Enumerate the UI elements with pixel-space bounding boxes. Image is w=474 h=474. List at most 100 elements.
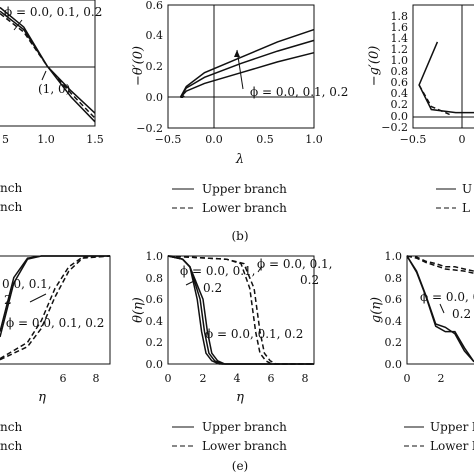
- panel-b-series-line-1: [179, 39, 315, 98]
- panel-c-ytick: 0.8: [391, 65, 409, 78]
- panel-d-legend-lower: nch: [0, 439, 22, 453]
- panel-d-annotation-arrow: [29, 293, 47, 303]
- panel-f-ytick: 0.6: [385, 293, 403, 306]
- panel-f-series-line-3: [406, 255, 474, 275]
- panel-b-label: (b): [231, 229, 248, 243]
- panel-b-series-line-3: [180, 95, 185, 99]
- panel-e-xtick: 0: [165, 372, 172, 385]
- panel-e-legend-lower: Lower branch: [202, 439, 287, 453]
- panel-c-ytick: 1.6: [391, 21, 409, 34]
- panel-a-legend: nch nch: [0, 181, 22, 214]
- panel-c-ytick: 1.8: [391, 10, 409, 23]
- panel-b-ytick: 0.6: [146, 0, 164, 12]
- panel-f-series: [406, 255, 474, 363]
- panel-d-frame: [0, 255, 111, 365]
- panel-e-series-line-4: [167, 255, 314, 365]
- panel-e-xtick: 8: [302, 372, 309, 385]
- panel-c-series-line-0: [418, 41, 474, 114]
- panel-f-annotation-line1: ϕ = 0.0, 0.1,: [420, 290, 474, 304]
- panel-a-legend-upper: nch: [0, 181, 22, 195]
- panel-a: ϕ = 0.0, 0.1, 0.2 (1, 0) 5 1.0 1.5 nch n…: [0, 0, 104, 214]
- panel-f-series-line-2: [406, 255, 474, 272]
- panel-f-legend-lower: Lower b: [430, 439, 474, 453]
- panel-e-series: [167, 255, 314, 365]
- panel-e-xtick: 4: [234, 372, 241, 385]
- panel-e-y-ticks: 1.0 0.8 0.6 0.4 0.2 0.0: [146, 250, 164, 371]
- panel-c-ytick: 0.0: [391, 110, 409, 123]
- panel-b-legend-upper: Upper branch: [202, 182, 287, 196]
- panel-b-phi-annotation: ϕ = 0.0, 0.1, 0.2: [250, 85, 348, 99]
- panel-d-xtick: 6: [60, 372, 67, 385]
- panel-a-series: [0, 6, 96, 123]
- panel-e-legend: Upper branch Lower branch: [172, 420, 287, 453]
- panel-b-xtick: 0.0: [205, 133, 223, 146]
- panel-c-xtick: 0: [459, 133, 466, 146]
- panel-f-ytick: 0.0: [385, 358, 403, 371]
- panel-d-legend: nch nch: [0, 420, 22, 453]
- panel-c-x-ticks: −0.5 0: [400, 133, 466, 146]
- panel-b-xtick: 0.5: [256, 133, 274, 146]
- panel-f-annotation-line2: 0.2: [452, 307, 471, 321]
- panel-b-y-ticks: 0.6 0.4 0.2 0.0 −0.2: [136, 0, 163, 135]
- panel-b-ytick: 0.4: [146, 29, 164, 42]
- panel-a-annotation-arrow: [13, 19, 23, 31]
- panel-f: 1.0 0.8 0.6 0.4 0.2 0.0 0 2 g(η) ϕ = 0.0…: [369, 250, 474, 453]
- panel-e-ytick: 0.8: [146, 272, 164, 285]
- panel-e: 1.0 0.8 0.6 0.4 0.2 0.0 0 2 4 6 8 η θ(η)…: [131, 250, 332, 473]
- panel-e-ytick: 0.4: [146, 315, 164, 328]
- panel-b-xtick: 1.0: [305, 133, 323, 146]
- panel-c-series-line-1: [418, 84, 450, 116]
- panel-d-annotation-line2: 2: [4, 293, 12, 307]
- panel-f-ytick: 1.0: [385, 250, 403, 263]
- panel-f-annotation-arrow: [439, 303, 445, 314]
- panel-d-x-axis-label: η: [38, 390, 46, 405]
- panel-a-xtick: 1.5: [86, 133, 104, 146]
- panel-f-xtick: 0: [404, 372, 411, 385]
- panel-e-label: (e): [232, 459, 248, 473]
- panel-d-annotation-line1: 0.0, 0.1,: [2, 277, 52, 291]
- panel-e-legend-upper: Upper branch: [202, 420, 287, 434]
- panel-a-series-line-2: [0, 13, 96, 119]
- panel-c-legend-lower: L: [462, 201, 470, 215]
- panel-a-x-ticks: 5 1.0 1.5: [2, 133, 104, 146]
- panel-a-xtick: 1.0: [37, 133, 55, 146]
- panel-a-xtick: 5: [2, 133, 9, 146]
- panel-d-xtick: 8: [93, 372, 100, 385]
- panel-e-series-line-3: [167, 255, 314, 365]
- panel-a-point-annotation: (1, 0): [38, 82, 70, 96]
- panel-c-series: [418, 41, 474, 116]
- panel-b-series: [179, 28, 315, 99]
- panel-c-xtick: −0.5: [400, 133, 427, 146]
- panel-a-legend-lower: nch: [0, 200, 22, 214]
- panel-b-xtick: −0.5: [155, 133, 182, 146]
- panel-a-series-line-0: [0, 10, 96, 114]
- panel-d-series-line-3: [0, 255, 111, 361]
- panel-b-x-axis-label: λ: [235, 152, 244, 167]
- panel-e-top-right-annotation-arrow: [257, 265, 263, 273]
- panel-f-legend-upper: Upper b: [430, 420, 474, 434]
- panel-b-series-line-2: [179, 51, 315, 98]
- panel-e-y-axis-label: θ(η): [131, 297, 146, 323]
- panel-e-ytick: 1.0: [146, 250, 164, 263]
- panel-e-top-right-annotation-line2: 0.2: [300, 273, 319, 287]
- panel-f-y-ticks: 1.0 0.8 0.6 0.4 0.2 0.0: [385, 250, 403, 371]
- panel-f-xtick: 2: [438, 372, 445, 385]
- panel-d-legend-upper: nch: [0, 420, 22, 434]
- panel-b-legend-lower: Lower branch: [202, 201, 287, 215]
- panel-b-arrowhead: [234, 50, 240, 57]
- panel-a-phi-annotation: ϕ = 0.0, 0.1, 0.2: [4, 5, 102, 19]
- panel-e-ytick: 0.0: [146, 358, 164, 371]
- panel-a-series-line-1: [0, 6, 96, 123]
- panel-c: 1.8 1.6 1.4 1.2 1.0 0.8 0.6 0.4 0.2 0.0 …: [367, 4, 474, 215]
- panel-e-top-right-annotation-line1: ϕ = 0.0, 0.1,: [257, 257, 332, 271]
- panel-f-y-axis-label: g(η): [369, 297, 384, 323]
- panel-e-left-annotation-line1: ϕ = 0.0, 0.1,: [180, 264, 255, 278]
- panel-c-ytick: −0.2: [381, 121, 408, 134]
- panel-d-phi-annotation: ϕ = 0.0, 0.1, 0.2: [6, 316, 104, 330]
- panel-c-ytick: 1.4: [391, 32, 409, 45]
- panel-c-y-ticks: 1.8 1.6 1.4 1.2 1.0 0.8 0.6 0.4 0.2 0.0 …: [381, 10, 408, 134]
- panel-a-frame: [0, 0, 96, 127]
- panel-f-ytick: 0.4: [385, 315, 403, 328]
- panel-e-series-line-2: [167, 255, 314, 365]
